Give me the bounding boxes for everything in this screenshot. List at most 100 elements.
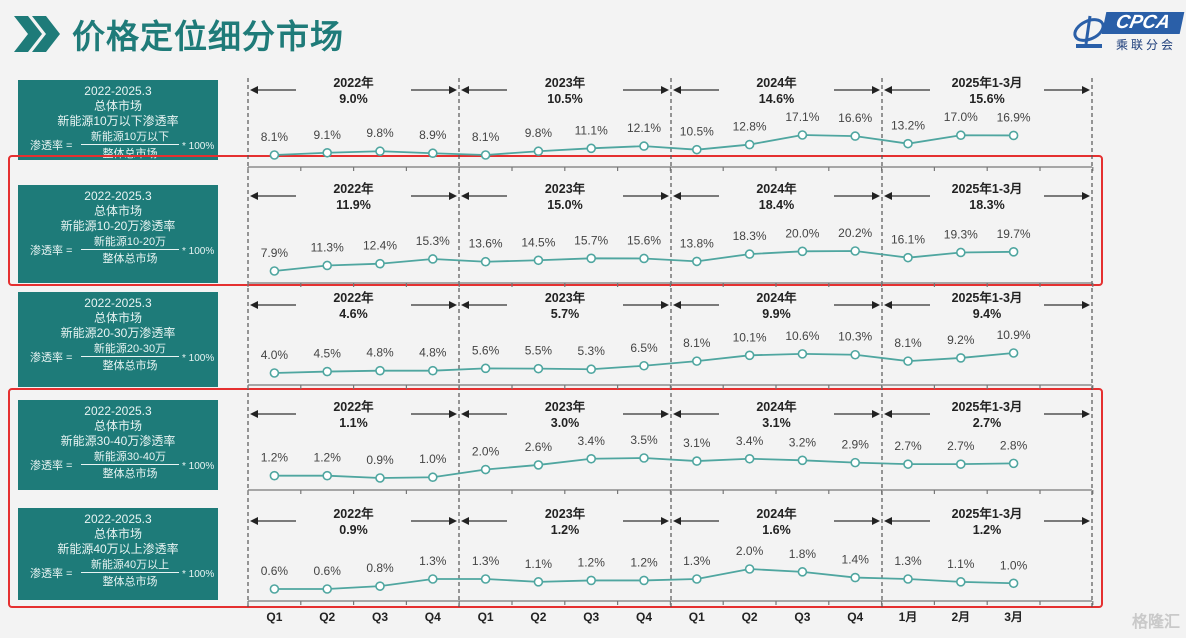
data-point	[744, 453, 755, 464]
data-point	[744, 350, 755, 361]
row-label-panel: 2022-2025.3 总体市场 新能源30-40万渗透率 渗透率 = 新能源3…	[18, 400, 218, 490]
data-label: 1.0%	[419, 452, 447, 466]
panel-date-range: 2022-2025.3	[84, 512, 152, 526]
data-label: 1.3%	[683, 554, 711, 568]
data-point	[533, 146, 544, 157]
data-point	[903, 459, 913, 469]
highlight-box-10-20	[8, 155, 1103, 286]
data-point	[427, 574, 438, 584]
arrow-right-icon	[661, 301, 669, 309]
arrow-right-icon	[661, 517, 669, 525]
period-total: 18.3%	[969, 198, 1004, 212]
data-point	[639, 453, 649, 463]
formula-denominator: 整体总市场	[102, 468, 158, 480]
data-point	[1008, 247, 1019, 257]
data-label: 0.9%	[366, 453, 394, 467]
data-point	[903, 574, 913, 584]
period-total: 2.7%	[973, 416, 1002, 430]
penetration-formula: 渗透率 = 新能源40万以上 整体总市场 * 100%	[18, 558, 218, 592]
data-label: 2.0%	[472, 445, 500, 459]
data-point	[480, 363, 491, 374]
data-label: 1.2%	[578, 555, 606, 569]
data-label: 3.2%	[789, 435, 817, 449]
arrow-right-icon	[1082, 301, 1090, 309]
arrow-left-icon	[250, 301, 258, 309]
data-point	[691, 144, 702, 155]
data-label: 4.8%	[419, 346, 447, 360]
data-label: 3.1%	[683, 436, 711, 450]
arrow-right-icon	[449, 410, 457, 418]
period-total: 5.7%	[551, 307, 580, 321]
data-label: 1.3%	[472, 554, 500, 568]
watermark-text: 格隆汇	[1131, 614, 1180, 631]
period-label: 2022年	[333, 75, 374, 90]
formula-denominator: 整体总市场	[102, 576, 158, 588]
panel-market: 总体市场	[93, 204, 142, 218]
data-point	[797, 130, 808, 140]
data-label: 19.7%	[997, 227, 1031, 241]
period-total: 9.4%	[973, 307, 1002, 321]
data-point	[375, 146, 385, 157]
data-point	[375, 473, 385, 483]
data-label: 1.2%	[314, 451, 342, 465]
arrow-left-icon	[461, 301, 469, 309]
period-total: 3.0%	[551, 416, 580, 430]
panel-metric: 新能源10-20万渗透率	[60, 219, 176, 233]
panel-metric: 新能源30-40万渗透率	[60, 434, 176, 448]
row-label-panel: 2022-2025.3 总体市场 新能源20-30万渗透率 渗透率 = 新能源2…	[18, 292, 218, 387]
data-label: 0.8%	[366, 561, 394, 575]
data-label: 1.4%	[842, 553, 870, 567]
arrow-left-icon	[673, 517, 681, 525]
data-point	[955, 130, 966, 141]
period-total: 11.9%	[336, 198, 371, 212]
data-point	[533, 363, 544, 374]
arrow-left-icon	[884, 86, 892, 94]
arrow-right-icon	[872, 410, 880, 418]
period-total: 0.9%	[339, 523, 368, 537]
data-label: 4.8%	[366, 346, 394, 360]
x-tick-label: Q4	[636, 610, 652, 624]
arrow-left-icon	[884, 517, 892, 525]
page-header: 价格定位细分市场	[12, 8, 344, 60]
data-label: 16.6%	[838, 111, 872, 125]
data-point	[427, 472, 438, 483]
period-label: 2025年1-3月	[952, 506, 1023, 521]
arrow-right-icon	[661, 410, 669, 418]
data-label: 1.2%	[261, 451, 289, 465]
data-label: 1.3%	[419, 554, 447, 568]
period-total: 9.9%	[762, 307, 791, 321]
data-label: 13.8%	[680, 236, 714, 250]
data-point	[269, 150, 280, 160]
highlight-box-30-plus	[8, 388, 1103, 608]
data-label: 3.5%	[630, 433, 658, 447]
formula-multiplier: * 100%	[182, 461, 215, 472]
period-label: 2023年	[545, 75, 586, 90]
cpca-logo: CPCA 乘联分会	[1072, 10, 1185, 52]
data-point	[586, 143, 597, 154]
period-label: 2023年	[545, 399, 586, 414]
arrow-right-icon	[449, 192, 457, 200]
data-point	[639, 253, 649, 264]
x-tick-label: Q1	[689, 610, 705, 624]
data-point	[639, 360, 649, 371]
data-point	[322, 470, 333, 481]
data-point	[533, 460, 544, 470]
data-label: 5.3%	[578, 344, 606, 358]
data-label: 1.1%	[947, 557, 975, 571]
row-label-panel: 2022-2025.3 总体市场 新能源10-20万渗透率 渗透率 = 新能源1…	[18, 185, 218, 283]
data-point	[480, 256, 491, 267]
data-point	[322, 260, 333, 271]
data-point	[744, 564, 755, 574]
x-tick-label: Q1	[478, 610, 494, 624]
data-point	[375, 258, 385, 269]
period-total: 4.6%	[339, 307, 368, 321]
data-point	[375, 581, 385, 591]
x-tick-label: Q2	[319, 610, 335, 624]
penetration-formula: 渗透率 = 新能源20-30万 整体总市场 * 100%	[18, 342, 218, 376]
period-label: 2024年	[756, 506, 797, 521]
formula-lhs: 渗透率 =	[30, 245, 73, 257]
penetration-formula: 渗透率 = 新能源10-20万 整体总市场 * 100%	[18, 235, 218, 269]
data-point	[1008, 578, 1019, 589]
data-label: 15.3%	[416, 234, 450, 248]
formula-numerator: 新能源40万以上	[81, 558, 179, 573]
